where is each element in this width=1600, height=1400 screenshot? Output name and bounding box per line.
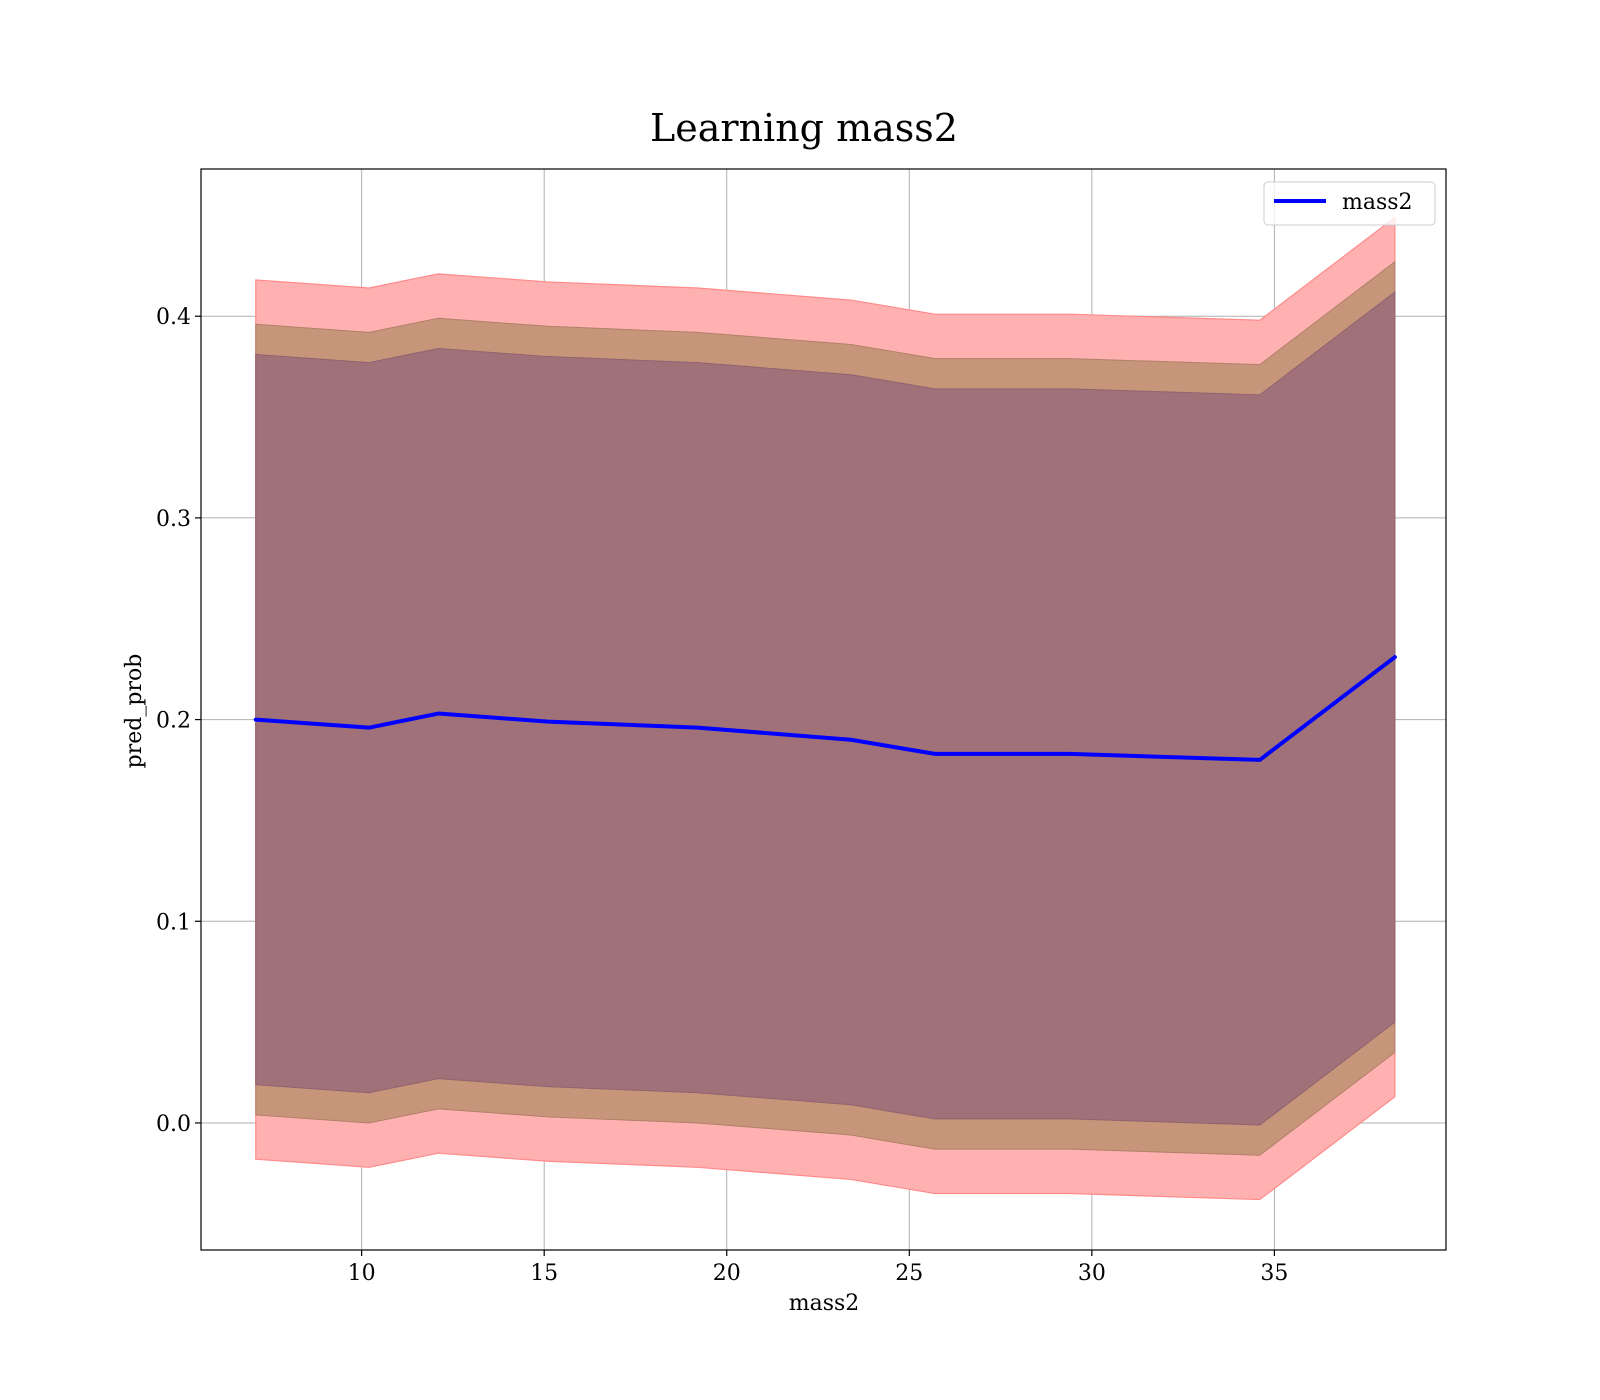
x-tick-label: 25: [895, 1261, 923, 1286]
x-axis-label: mass2: [789, 1291, 860, 1316]
plot-area: 10 15 20 25 30 35 0.0 0.1 0.2 0.3 0.4: [156, 168, 1447, 1286]
y-tick-label: 0.0: [156, 1112, 191, 1137]
legend: mass2: [1263, 181, 1436, 226]
x-tick-label: 20: [713, 1261, 741, 1286]
y-axis-ticks: 0.0 0.1 0.2 0.3 0.4: [156, 305, 201, 1137]
x-tick-label: 30: [1078, 1261, 1106, 1286]
inner-confidence-band: [255, 291, 1396, 1126]
series-lines: [253, 655, 1397, 762]
y-axis-label: pred_prob: [122, 654, 147, 769]
y-tick-label: 0.3: [156, 507, 191, 532]
y-tick-label: 0.4: [156, 305, 191, 330]
plot-frame: [200, 168, 1447, 1251]
chart-title: Learning mass2: [650, 106, 958, 150]
x-tick-label: 10: [348, 1261, 376, 1286]
x-axis-ticks: 10 15 20 25 30 35: [348, 1250, 1288, 1286]
confidence-bands: [255, 216, 1396, 1201]
x-tick-label: 15: [530, 1261, 558, 1286]
x-tick-label: 35: [1260, 1261, 1288, 1286]
y-tick-label: 0.1: [156, 910, 191, 935]
legend-label: mass2: [1342, 190, 1413, 215]
y-tick-label: 0.2: [156, 709, 191, 734]
series-line-mass2: [253, 655, 1397, 762]
legend-box: [1263, 181, 1436, 226]
